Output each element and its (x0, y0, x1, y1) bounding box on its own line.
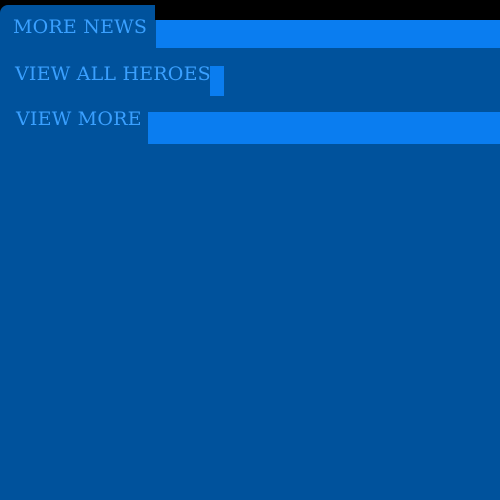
view-more-bar (148, 112, 500, 144)
view-all-heroes-bar (210, 66, 224, 96)
view-all-heroes-link[interactable]: VIEW ALL HEROES (15, 63, 211, 85)
more-news-link[interactable]: MORE NEWS (13, 16, 148, 38)
view-more-link[interactable]: VIEW MORE (16, 108, 142, 130)
more-news-bar (156, 20, 500, 48)
tab-notch (155, 0, 500, 20)
content-panel (0, 5, 500, 500)
